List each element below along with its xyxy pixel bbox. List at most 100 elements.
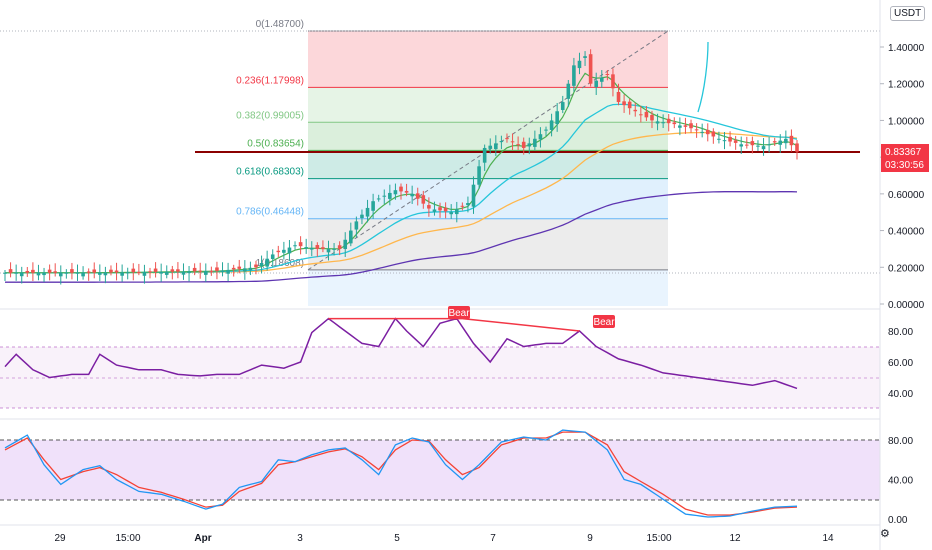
fib-level-label: 1(0.18608)	[256, 258, 304, 269]
price-tick-label: 0.00000	[888, 300, 925, 311]
candle-body	[170, 269, 175, 272]
candle-body	[717, 138, 721, 140]
candle-body	[86, 271, 91, 273]
candle-body	[705, 129, 710, 135]
candle-body	[404, 190, 409, 193]
candle-body	[588, 54, 593, 84]
candle-body	[70, 269, 74, 273]
indicator-panes	[0, 346, 880, 501]
candle-body	[164, 271, 169, 275]
candle-body	[694, 129, 699, 131]
candle-body	[410, 193, 414, 197]
candle-body	[415, 193, 420, 199]
candle-body	[137, 272, 141, 274]
candle-body	[393, 190, 398, 195]
candle-body	[14, 272, 18, 274]
candle-body	[8, 269, 13, 273]
oscillators: Bear Bear	[4, 306, 798, 518]
time-tick-label: 5	[394, 533, 400, 544]
candle-body	[248, 267, 253, 271]
settings-icon[interactable]: ⚙	[880, 528, 890, 540]
stoch-tick-label: 40.00	[888, 476, 913, 487]
candle-body	[215, 267, 219, 271]
candle-body	[332, 248, 336, 250]
fib-level-label: 0.382(0.99005)	[236, 110, 304, 121]
candle-body	[287, 247, 292, 254]
candle-body	[231, 267, 236, 270]
candle-body	[778, 140, 783, 145]
fib-level-label: 0.618(0.68303)	[236, 167, 304, 178]
candle-body	[36, 272, 41, 276]
price-tag-box	[881, 144, 929, 172]
candle-body	[471, 184, 476, 207]
candle-body	[148, 271, 152, 273]
divergence-line	[462, 317, 580, 332]
fib-level-label: 0.236(1.17998)	[236, 75, 304, 86]
rsi-tick-label: 40.00	[888, 389, 913, 400]
candle-body	[644, 111, 649, 118]
bear-label: Bear	[593, 317, 615, 328]
candle-body	[360, 214, 364, 219]
candle-body	[611, 74, 615, 89]
time-tick-label: Apr	[194, 533, 211, 544]
candle-body	[605, 73, 610, 75]
candle-body	[120, 272, 124, 276]
candle-body	[64, 272, 69, 274]
candle-body	[181, 271, 186, 275]
candle-body	[254, 264, 258, 268]
candle-body	[265, 258, 269, 267]
candle-body	[58, 272, 63, 277]
candle-body	[131, 268, 136, 273]
candle-body	[226, 269, 230, 274]
price-tick-label: 1.00000	[888, 116, 925, 127]
time-tick-label: 14	[822, 533, 834, 544]
candle-body	[315, 245, 320, 249]
candle-body	[343, 239, 348, 250]
candle-body	[599, 77, 604, 82]
candle-body	[460, 205, 465, 207]
bear-label-box	[593, 315, 615, 328]
candle-body	[109, 269, 113, 273]
rsi-line	[4, 317, 798, 390]
candle-body	[438, 207, 442, 211]
candle-body	[337, 245, 342, 249]
fib-trend-line	[307, 30, 669, 271]
bear-label-box	[448, 306, 470, 319]
candle-body	[81, 272, 85, 277]
stoch-tick-label: 0.00	[888, 515, 908, 526]
candle-body	[25, 270, 30, 273]
price-tick-label: 1.40000	[888, 43, 925, 54]
candle-body	[789, 135, 794, 146]
candle-body	[19, 272, 24, 277]
candle-body	[432, 209, 437, 212]
candle-body	[192, 267, 197, 272]
candle-body	[622, 101, 626, 106]
candle-body	[482, 147, 487, 163]
candle-body	[689, 123, 693, 129]
candle-body	[326, 248, 331, 253]
currency-badge[interactable]: USDT	[890, 6, 926, 21]
candle-body	[203, 271, 208, 275]
stoch-k-line	[4, 429, 798, 518]
price-tick-label: 1.20000	[888, 80, 925, 91]
candle-body	[354, 221, 359, 230]
candle-body	[454, 209, 459, 215]
candle-body	[243, 268, 247, 272]
candle-body	[549, 120, 554, 130]
candle-body	[505, 138, 509, 140]
candle-body	[733, 140, 738, 143]
candle-body	[153, 268, 158, 272]
candle-body	[538, 134, 543, 140]
price-tick-label: 0.40000	[888, 227, 925, 238]
candle-body	[745, 144, 749, 146]
candle-body	[555, 111, 559, 125]
price-tag-countdown: 03:30:56	[885, 160, 924, 171]
time-tick-label: 15:00	[646, 533, 671, 544]
candle-body	[399, 186, 403, 192]
stoch-d-line	[4, 431, 798, 516]
candle-body	[661, 122, 665, 124]
fibonacci-retracement: 0(1.48700) 0.236(1.17998) 0.382(0.99005) 0.…	[236, 19, 669, 306]
candle-body	[728, 136, 732, 142]
